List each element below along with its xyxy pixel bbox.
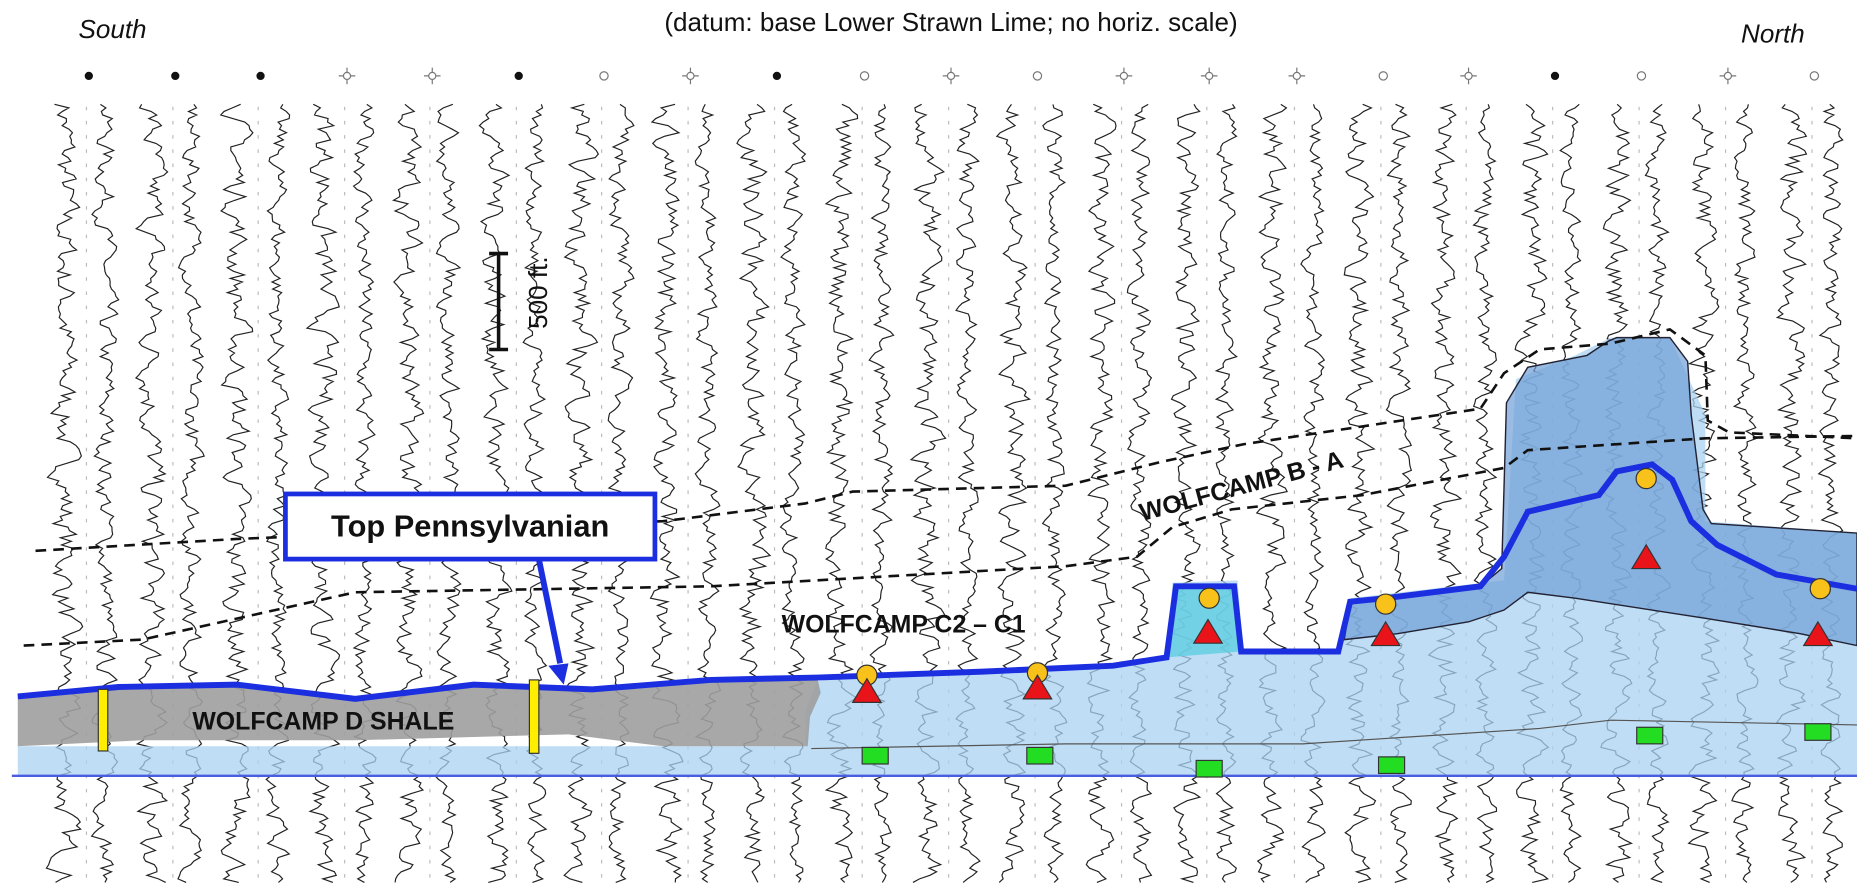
well-gas-rays (1289, 68, 1306, 85)
well-gas (687, 72, 694, 79)
zone-label: WOLFCAMP D SHALE (192, 708, 454, 736)
well-gas (1206, 72, 1213, 79)
well-gas (1293, 72, 1300, 79)
well-dot (515, 72, 523, 80)
subtitle: (datum: base Lower Strawn Lime; no horiz… (664, 7, 1237, 37)
well-open (600, 72, 608, 80)
well-gas-rays (943, 68, 960, 85)
well-open (1637, 72, 1645, 80)
callout-text: Top Pennsylvanian (331, 509, 609, 544)
well-gas (1120, 72, 1127, 79)
well-gas-rays (1116, 68, 1133, 85)
well-dot (773, 72, 781, 80)
well-gas-rays (1201, 68, 1218, 85)
yellow-circle (1810, 579, 1830, 599)
green-square (1805, 724, 1831, 741)
well-open (860, 72, 868, 80)
yellow-marker (98, 689, 107, 751)
well-gas (343, 72, 350, 79)
well-open (1379, 72, 1387, 80)
zone-label: WOLFCAMP C2 – C1 (782, 611, 1026, 639)
well-gas-rays (682, 68, 699, 85)
yellow-circle (1636, 469, 1656, 489)
well-gas (1465, 72, 1472, 79)
callout-arrowhead (548, 663, 568, 684)
well-dot (171, 72, 179, 80)
well-dot (256, 72, 264, 80)
callout-arrow (539, 559, 560, 663)
well-open (1033, 72, 1041, 80)
green-square (1637, 727, 1663, 744)
north-label: North (1741, 19, 1805, 49)
well-gas-rays (424, 68, 441, 85)
yellow-circle (1199, 588, 1219, 608)
well-gas-rays (339, 68, 356, 85)
scale-label: 500 ft. (523, 256, 553, 328)
well-gas-rays (1460, 68, 1477, 85)
green-square (862, 747, 888, 764)
well-dot (1551, 72, 1559, 80)
well-gas (1724, 72, 1731, 79)
well-symbols (85, 68, 1819, 85)
zone-label: WOLFCAMP B - A (1136, 446, 1346, 527)
south-label: South (78, 14, 146, 44)
cross-section: 500 ft. South (datum: base Lower Strawn … (0, 0, 1857, 892)
yellow-marker (529, 680, 538, 753)
well-gas-rays (1720, 68, 1737, 85)
green-square (1196, 760, 1222, 777)
well-open (1810, 72, 1818, 80)
well-dot (85, 72, 93, 80)
yellow-circle (1376, 594, 1396, 614)
green-square (1379, 757, 1405, 774)
well-gas (429, 72, 436, 79)
green-square (1027, 747, 1053, 764)
well-gas (947, 72, 954, 79)
